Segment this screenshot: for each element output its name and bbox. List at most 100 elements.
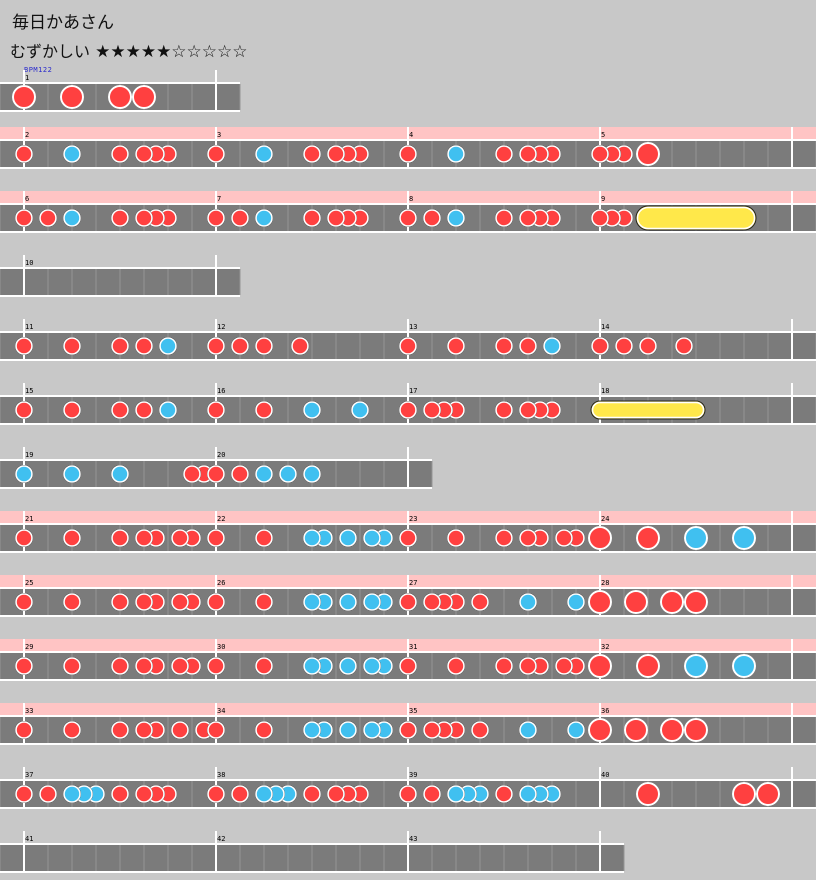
measure-number: 4 [409,131,413,139]
don-note [135,721,153,739]
don-note [207,337,225,355]
measure-number: 28 [601,579,609,587]
don-note [591,145,609,163]
bpm-label: BPM122 [24,66,53,74]
measure-number: 38 [217,771,225,779]
big-don-note [636,654,660,678]
measure-number: 40 [601,771,609,779]
ka-note [363,529,381,547]
measure-number: 12 [217,323,225,331]
don-note [231,785,249,803]
don-note [495,145,513,163]
don-note [111,145,129,163]
don-note [63,593,81,611]
ka-note [567,721,585,739]
don-note [423,721,441,739]
don-note [255,401,273,419]
measure-number: 22 [217,515,225,523]
don-note [255,337,273,355]
measure-number: 10 [25,259,33,267]
don-note [555,657,573,675]
don-note [111,401,129,419]
ka-note [363,721,381,739]
don-note [63,657,81,675]
don-note [135,337,153,355]
don-note [15,337,33,355]
drumroll-note [590,400,706,420]
don-note [399,529,417,547]
measure-number: 31 [409,643,417,651]
big-don-note [588,590,612,614]
big-don-note [60,85,84,109]
big-ka-note [732,526,756,550]
measure-number: 17 [409,387,417,395]
measure-number: 19 [25,451,33,459]
don-note [447,529,465,547]
don-note [447,337,465,355]
don-note [399,145,417,163]
measure-number: 16 [217,387,225,395]
don-note [135,209,153,227]
don-note [135,657,153,675]
measure-number: 27 [409,579,417,587]
don-note [111,337,129,355]
don-note [591,337,609,355]
big-don-note [132,85,156,109]
don-note [303,209,321,227]
ka-note [339,721,357,739]
measure-number: 43 [409,835,417,843]
ka-note [351,401,369,419]
big-don-note [588,526,612,550]
measure-number: 21 [25,515,33,523]
measure-number: 9 [601,195,605,203]
don-note [207,209,225,227]
don-note [639,337,657,355]
don-note [327,209,345,227]
ka-note [447,209,465,227]
measure-number: 11 [25,323,33,331]
don-note [495,337,513,355]
ka-note [111,465,129,483]
drumroll-rim [636,206,756,230]
don-note [519,209,537,227]
measure-number: 26 [217,579,225,587]
don-note [207,401,225,419]
big-ka-note [684,526,708,550]
drumroll-rim [591,401,705,419]
measure-number: 35 [409,707,417,715]
don-note [135,401,153,419]
don-note [423,593,441,611]
ka-note [63,785,81,803]
big-don-note [636,142,660,166]
don-note [135,529,153,547]
don-note [111,593,129,611]
don-note [399,209,417,227]
big-don-note [660,718,684,742]
don-note [471,721,489,739]
big-don-note [732,782,756,806]
big-ka-note [684,654,708,678]
measure-number: 14 [601,323,609,331]
ka-note [363,657,381,675]
don-note [519,529,537,547]
don-note [231,465,249,483]
big-don-note [588,718,612,742]
song-title: 毎日かあさん [12,13,114,33]
measure-number: 24 [601,515,609,523]
don-note [63,337,81,355]
ka-note [15,465,33,483]
ka-note [303,401,321,419]
difficulty-label: むずかしい [10,42,91,61]
don-note [63,529,81,547]
measure-number: 29 [25,643,33,651]
don-note [519,657,537,675]
difficulty-line: むずかしい ★★★★★☆☆☆☆☆ [10,38,248,62]
don-note [555,529,573,547]
ka-note [255,785,273,803]
don-note [231,209,249,227]
don-note [519,401,537,419]
don-note [63,721,81,739]
ka-note [303,465,321,483]
ka-note [63,145,81,163]
don-note [255,529,273,547]
